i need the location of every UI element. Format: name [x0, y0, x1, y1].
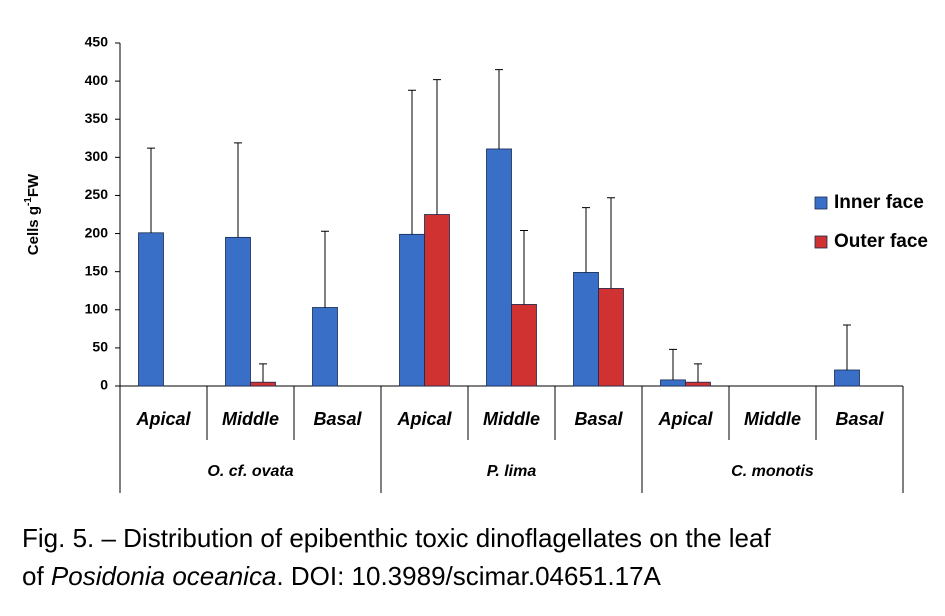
caption-line: of Posidonia oceanica. DOI: 10.3989/scim…: [22, 561, 662, 591]
error-bar: [520, 230, 528, 305]
legend-label: Outer face: [834, 231, 928, 252]
y-tick-label: 300: [85, 148, 109, 164]
error-bar: [147, 147, 155, 233]
legend-label: Inner face: [834, 192, 924, 213]
y-tick-label: 150: [85, 262, 109, 278]
error-bar: [843, 324, 851, 370]
bar: [486, 148, 512, 387]
x-tick-label: Basal: [835, 409, 884, 429]
bar: [598, 288, 624, 387]
y-tick-label: 0: [100, 377, 108, 393]
x-tick-label: Middle: [483, 409, 540, 429]
group-label: P. lima: [487, 463, 537, 480]
bar: [424, 214, 450, 387]
x-tick-label: Middle: [744, 409, 801, 429]
x-tick-label: Basal: [313, 409, 362, 429]
bar: [312, 307, 338, 387]
y-tick-label: 350: [85, 110, 109, 126]
error-bar: [582, 207, 590, 273]
caption-text: of: [22, 561, 51, 591]
y-axis-label-part: -1: [23, 197, 34, 206]
x-tick-label: Middle: [222, 409, 279, 429]
y-axis-label-part: FW: [25, 173, 42, 197]
bar: [250, 381, 276, 387]
y-axis-label-part: Cells g: [25, 206, 42, 255]
y-tick-label: 100: [85, 300, 109, 316]
caption-text: . DOI: 10.3989/scimar.04651.17A: [276, 561, 661, 591]
legend-swatch: [814, 235, 828, 249]
error-bar: [234, 142, 242, 238]
bar: [511, 304, 537, 387]
caption-text: Posidonia oceanica: [51, 561, 277, 591]
error-bar: [259, 363, 267, 383]
bar: [834, 369, 860, 387]
x-tick-label: Apical: [396, 409, 452, 429]
x-tick-label: Apical: [135, 409, 191, 429]
y-axis-label: Cells g-1FW: [23, 173, 42, 255]
y-tick-label: 50: [92, 339, 108, 355]
error-bar: [694, 363, 702, 383]
caption-line: Fig. 5. – Distribution of epibenthic tox…: [22, 523, 771, 553]
bar: [573, 272, 599, 387]
bar: [399, 233, 425, 387]
error-bar: [408, 89, 416, 235]
caption-text: Fig. 5. – Distribution of epibenthic tox…: [22, 523, 771, 553]
y-tick-label: 200: [85, 224, 109, 240]
x-tick-label: Apical: [657, 409, 713, 429]
error-bar: [607, 197, 615, 289]
y-tick-label: 400: [85, 72, 109, 88]
legend-swatch: [814, 196, 828, 210]
x-tick-label: Basal: [574, 409, 623, 429]
y-tick-label: 250: [85, 186, 109, 202]
group-label: O. cf. ovata: [207, 463, 293, 480]
bar: [660, 379, 686, 387]
error-bar: [433, 79, 441, 215]
bar: [225, 236, 251, 387]
error-bar: [495, 69, 503, 149]
group-label: C. monotis: [731, 463, 814, 480]
bar: [138, 232, 164, 387]
error-bar: [321, 230, 329, 308]
bar: [685, 381, 711, 387]
error-bar: [669, 348, 677, 380]
y-tick-label: 450: [85, 34, 109, 50]
